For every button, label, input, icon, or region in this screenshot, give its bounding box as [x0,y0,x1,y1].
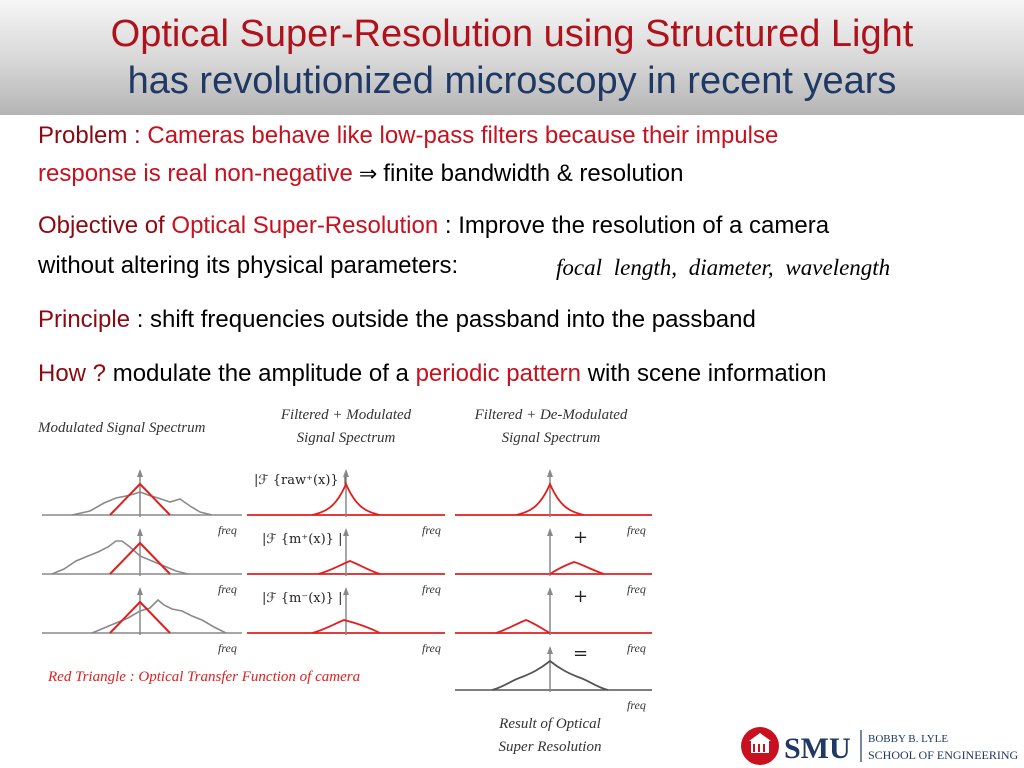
col3-title-2: Signal Spectrum [502,430,601,446]
freq-label-r1c2: freq [422,523,441,537]
col3-row2-plot [455,528,652,576]
col3-result-plot [455,646,652,692]
objective-highlight: Optical Super-Resolution [171,212,439,239]
how-line: How ? modulate the amplitude of a period… [38,359,826,389]
objective-label: Objective of [38,212,165,239]
freq-label-r1c1: freq [218,523,237,537]
problem-line-1: Problem : Cameras behave like low-pass f… [38,121,778,151]
how-highlight: periodic pattern [415,360,582,387]
smu-logo: SMU BOBBY B. LYLE SCHOOL OF ENGINEERING [741,727,1019,765]
equals-sign: = [573,643,588,664]
col2-row1-plot [247,469,445,517]
freq-label-r1c3: freq [627,523,646,537]
plus-sign-1: + [573,527,588,548]
freq-label-r3c1: freq [218,641,237,655]
row-label-mminus: |ℱ {m⁻(x)} | [262,591,342,606]
principle-text: : shift frequencies outside the passband… [136,306,756,333]
principle-label: Principle [38,306,131,333]
problem-result: finite bandwidth & resolution [383,160,684,187]
freq-label-r2c2: freq [422,582,441,596]
col1-row3-plot [42,587,242,635]
objective-line-1: Objective of Optical Super-Resolution : … [38,211,829,241]
col2-row3-plot [247,587,445,635]
col1-row2-plot [42,528,242,576]
school-line-1: BOBBY B. LYLE [868,733,948,745]
objective-line-2: without altering its physical parameters… [38,251,458,281]
objective-text-1: : Improve the resolution of a camera [444,212,830,239]
problem-label: Problem : [38,122,141,149]
objective-text-2: without altering its physical parameters… [38,252,459,279]
result-caption-2: Super Resolution [499,739,602,755]
result-caption-1: Result of Optical [498,716,601,732]
spectrum-figure: Modulated Signal Spectrum Filtered + Mod… [37,407,652,755]
problem-line-2: response is real non-negative ⇒ finite ban… [38,159,683,190]
col1-title: Modulated Signal Spectrum [37,420,206,436]
freq-label-r4c3: freq [627,698,646,712]
title-banner: Optical Super-Resolution using Structure… [0,0,1024,115]
smu-wordmark: SMU [784,732,851,765]
how-text-2: with scene information [587,360,827,387]
problem-text-2: response is real non-negative [38,160,353,187]
school-line-2: SCHOOL OF ENGINEERING [868,748,1019,762]
freq-label-r2c3: freq [627,582,646,596]
col2-title-2: Signal Spectrum [297,430,396,446]
row-label-mplus: |ℱ {m⁺(x)} | [262,532,342,547]
plus-sign-2: + [573,586,588,607]
physical-parameters: focal length, diameter, wavelength [556,255,891,280]
col2-row2-plot [247,528,445,576]
freq-label-r3c2: freq [422,641,441,655]
freq-label-r3c3: freq [627,641,646,655]
otf-caption: Red Triangle : Optical Transfer Function… [47,669,360,685]
principle-line: Principle : shift frequencies outside th… [38,305,756,335]
freq-label-r2c1: freq [218,582,237,596]
col2-title-1: Filtered + Modulated [280,407,412,423]
title-line-2: has revolutionized microscopy in recent … [127,60,897,102]
col3-row3-plot [455,587,652,635]
col3-title-1: Filtered + De-Modulated [474,407,628,423]
how-label: How ? [38,360,107,387]
title-line-1: Optical Super-Resolution using Structure… [110,13,914,55]
problem-text-1: Cameras behave like low-pass filters bec… [147,122,779,149]
col1-row1-plot [42,469,242,517]
row-label-raw: |ℱ {raw⁺(x)} | [254,473,347,488]
implies-arrow: ⇒ [358,162,378,187]
col3-row1-plot [455,469,652,517]
how-text-1: modulate the amplitude of a [112,360,409,387]
